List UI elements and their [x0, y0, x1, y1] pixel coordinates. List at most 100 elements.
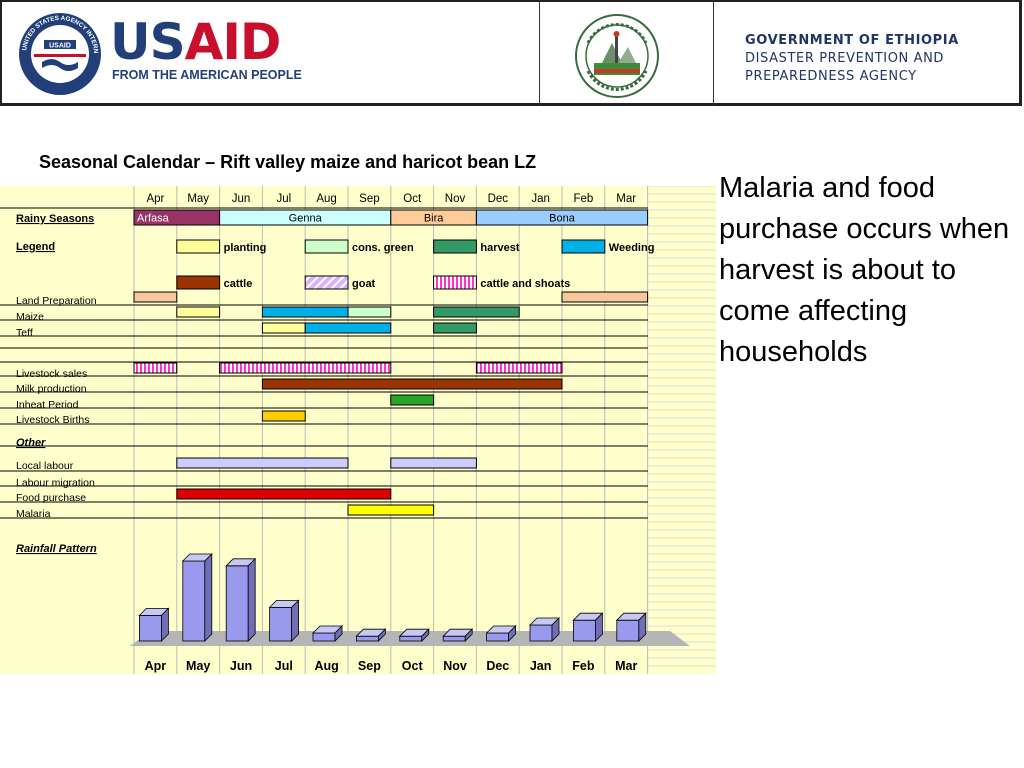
header-divider: [713, 2, 714, 106]
activity-bar: [176, 488, 392, 500]
month-header-label: May: [187, 193, 209, 205]
legend-swatch: [433, 275, 477, 290]
activity-label: Food purchase: [16, 492, 86, 504]
rainfall-bar: [616, 619, 640, 642]
season-label: Arfasa: [137, 213, 170, 225]
rainfall-pattern-label: Rainfall Pattern: [16, 543, 97, 555]
activity-bar: [261, 378, 563, 390]
activity-bar: [390, 394, 435, 406]
activity-label: Labour migration: [16, 477, 95, 489]
rainy-seasons-label: Rainy Seasons: [16, 213, 94, 225]
rainfall-bar: [269, 606, 293, 642]
month-footer-label: Feb: [572, 659, 595, 673]
rainfall-bar: [312, 632, 336, 642]
month-footer-label: Sep: [358, 659, 381, 673]
activity-bar: [433, 322, 477, 334]
season-bar: [475, 209, 649, 226]
legend-swatch: [176, 275, 221, 290]
activity-bar: [219, 362, 392, 374]
rainfall-bar-side: [595, 612, 603, 642]
month-header-label: Jun: [232, 193, 251, 205]
month-header-label: Nov: [445, 193, 466, 205]
activity-bar: [176, 306, 221, 318]
month-header-label: Oct: [403, 193, 422, 205]
government-of-ethiopia-block: GOVERNMENT OF ETHIOPIA DISASTER PREVENTI…: [745, 32, 959, 86]
month-header-label: Apr: [146, 193, 164, 205]
activity-label: Local labour: [16, 460, 74, 472]
calendar-background: [0, 186, 716, 674]
month-footer-label: Mar: [615, 659, 637, 673]
rainfall-bar-side: [464, 628, 473, 642]
rainfall-bar-side: [377, 628, 386, 642]
header-divider: [539, 2, 540, 106]
season-label: Genna: [289, 213, 323, 225]
activity-label: Inheat Period: [16, 399, 79, 411]
month-footer-label: Jun: [230, 659, 252, 673]
rainfall-bar-side: [638, 612, 647, 642]
legend-item-label: Weeding: [609, 242, 655, 254]
season-label: Bira: [424, 213, 444, 225]
activity-bar: [304, 322, 392, 334]
activity-bar: [133, 362, 178, 374]
svg-text:USAID: USAID: [49, 43, 71, 50]
rainfall-bar: [355, 635, 379, 642]
usaid-wordmark: USAID: [110, 13, 281, 71]
month-header-label: Feb: [573, 193, 593, 205]
activity-bar: [347, 504, 435, 516]
activity-bar: [133, 291, 178, 303]
legend-item-label: harvest: [480, 242, 519, 254]
legend-swatch: [176, 239, 221, 254]
month-header-label: Mar: [616, 193, 636, 205]
activity-bar: [561, 291, 649, 303]
rainfall-bar-side: [291, 599, 300, 642]
activity-bar: [433, 306, 520, 318]
month-footer-label: Nov: [443, 659, 467, 673]
legend-swatch: [304, 275, 349, 290]
month-footer-label: Dec: [486, 659, 509, 673]
gov-line-3: PREPAREDNESS AGENCY: [745, 69, 917, 84]
legend-swatch: [433, 239, 477, 254]
rainfall-bar: [225, 565, 249, 642]
legend-item-label: goat: [352, 278, 376, 290]
activity-bar: [475, 362, 563, 374]
rainfall-bar-side: [421, 628, 430, 642]
rainfall-bar: [138, 614, 162, 642]
rainfall-bar: [442, 635, 466, 642]
activity-bar: [390, 457, 477, 469]
rainfall-bar-side: [204, 553, 213, 642]
header-banner: USAID UNITED STATES AGENCY INTERNATIONAL…: [0, 0, 1022, 106]
rainfall-bar: [399, 635, 423, 642]
rainfall-bar-side: [508, 625, 516, 642]
rainfall-bar: [573, 619, 596, 642]
activity-label: Livestock sales: [16, 368, 87, 380]
legend-label: Legend: [16, 241, 55, 253]
rainfall-bar: [529, 624, 553, 642]
activity-bar: [261, 410, 306, 422]
usaid-tagline: FROM THE AMERICAN PEOPLE: [112, 68, 302, 82]
rainfall-bar-side: [551, 617, 560, 642]
activity-bar: [261, 306, 349, 318]
month-header-label: Jul: [276, 193, 291, 205]
month-footer-label: Jan: [530, 659, 552, 673]
month-header-label: Dec: [488, 193, 509, 205]
month-footer-label: Oct: [402, 659, 424, 673]
usaid-seal-icon: USAID UNITED STATES AGENCY INTERNATIONAL…: [16, 10, 101, 95]
month-footer-label: May: [186, 659, 210, 673]
rainfall-bar: [182, 560, 206, 642]
legend-item-label: planting: [224, 242, 267, 254]
activity-label: Milk production: [16, 383, 87, 395]
gov-line-1: GOVERNMENT OF ETHIOPIA: [745, 33, 959, 48]
rainfall-bar: [486, 632, 510, 642]
side-note: Malaria and food purchase occurs when ha…: [719, 172, 1010, 368]
month-header-label: Sep: [359, 193, 379, 205]
ethiopia-agency-emblem-icon: [575, 14, 659, 98]
legend-item-label: cattle and shoats: [480, 278, 570, 290]
activity-label: Livestock Births: [16, 414, 90, 426]
calendar-title: Seasonal Calendar – Rift valley maize an…: [39, 152, 537, 172]
activity-bar: [261, 322, 306, 334]
activity-label: Malaria: [16, 508, 51, 520]
month-footer-label: Apr: [145, 659, 167, 673]
activity-label: Maize: [16, 311, 44, 323]
legend-swatch: [561, 239, 606, 254]
rainfall-bar-side: [160, 607, 169, 642]
